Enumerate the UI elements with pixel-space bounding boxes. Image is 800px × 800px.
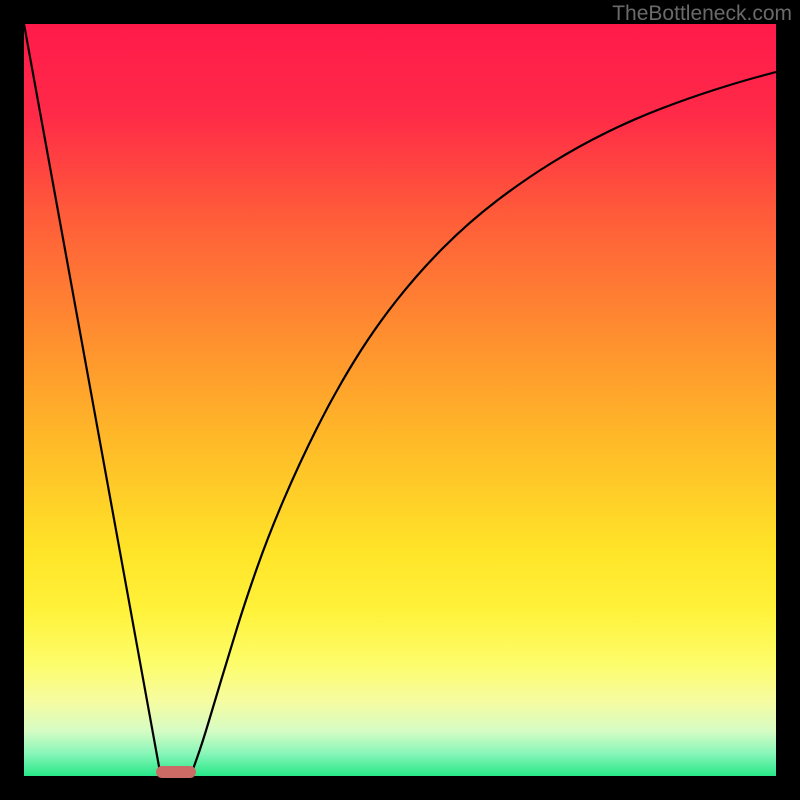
curve-left-segment bbox=[24, 24, 160, 772]
curve-right-segment bbox=[192, 72, 776, 772]
bottleneck-curve bbox=[24, 24, 776, 776]
watermark-text: TheBottleneck.com bbox=[612, 2, 792, 26]
chart-frame: TheBottleneck.com bbox=[0, 0, 800, 800]
optimal-marker bbox=[156, 766, 196, 778]
plot-area bbox=[24, 24, 776, 776]
